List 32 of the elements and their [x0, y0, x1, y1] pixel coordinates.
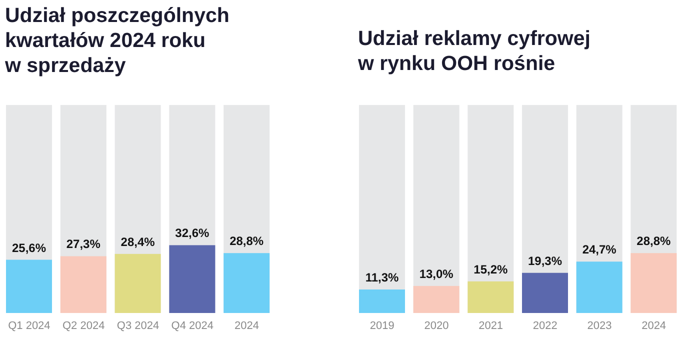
bar — [468, 281, 514, 313]
bar — [169, 245, 216, 313]
bar — [359, 289, 405, 313]
bar — [522, 272, 568, 313]
x-tick-label: Q4 2024 — [171, 320, 214, 332]
bar — [630, 253, 677, 313]
chart-title: Udział reklamy cyfrowej w rynku OOH rośnie — [358, 26, 592, 76]
data-label: 28,8% — [230, 234, 264, 248]
x-tick-label: 2021 — [478, 320, 504, 332]
x-tick-label: 2024 — [642, 320, 666, 332]
data-label: 15,2% — [474, 262, 508, 276]
chart-title: Udział poszczególnych kwartałów 2024 roku w sprzedaży — [5, 3, 230, 78]
x-tick-label: 2023 — [587, 320, 612, 332]
data-label: 24,7% — [582, 242, 617, 257]
data-label: 13,0% — [419, 266, 454, 281]
x-tick-label: 2019 — [370, 320, 394, 332]
bar — [576, 262, 622, 313]
data-label: 28,8% — [636, 234, 672, 248]
x-tick-label: 2022 — [532, 320, 558, 332]
data-label: 28,4% — [120, 234, 156, 249]
data-label: 19,3% — [528, 254, 562, 268]
x-tick-label: Q2 2024 — [62, 320, 105, 332]
data-label: 11,3% — [365, 270, 400, 284]
data-label: 27,3% — [66, 237, 101, 252]
x-tick-label: 2020 — [424, 320, 449, 332]
bar — [413, 286, 460, 313]
x-tick-label: Q1 2024 — [8, 320, 50, 332]
data-label: 32,6% — [175, 226, 210, 240]
x-tick-label: Q3 2024 — [116, 320, 160, 332]
bar — [114, 254, 161, 313]
x-tick-label: 2024 — [234, 320, 260, 332]
data-label: 25,6% — [12, 240, 46, 255]
